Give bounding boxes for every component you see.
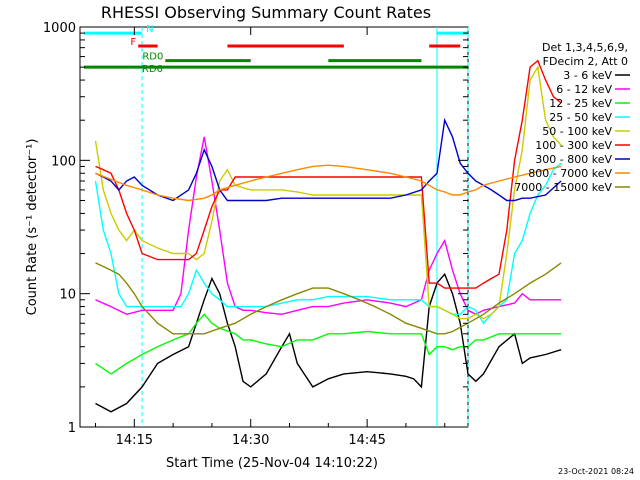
series-line-6 bbox=[95, 117, 562, 202]
overlay-label-n: N bbox=[146, 24, 153, 35]
plot-frame bbox=[79, 26, 469, 428]
overlay-label-rd0: RD0 bbox=[142, 52, 163, 63]
legend-header-line-1: Det 1,3,4,5,6,9, bbox=[542, 41, 628, 54]
series-line-2 bbox=[95, 313, 562, 375]
y-tick-label: 1000 bbox=[43, 21, 76, 36]
legend-entry-label: 25 - 50 keV bbox=[549, 111, 612, 124]
y-tick-label: 1 bbox=[68, 421, 76, 436]
legend-entry-label: 12 - 25 keV bbox=[549, 97, 612, 110]
legend-entry-label: 100 - 300 keV bbox=[535, 139, 612, 152]
overlay-label-rd6: RD6 bbox=[142, 64, 163, 75]
legend-entry-label: 6 - 12 keV bbox=[556, 83, 612, 96]
timestamp: 23-Oct-2021 08:24 bbox=[558, 467, 634, 476]
y-tick-label: 100 bbox=[51, 154, 76, 169]
y-axis-label: Count Rate (s⁻¹ detector⁻¹) bbox=[25, 139, 40, 316]
x-axis-label: Start Time (25-Nov-04 14:10:22) bbox=[166, 456, 378, 471]
vertical-markers bbox=[141, 27, 469, 427]
series-line-1 bbox=[95, 136, 562, 316]
legend-entry-label: 3 - 6 keV bbox=[563, 69, 612, 82]
legend: Det 1,3,4,5,6,9, FDecim 2, Att 0 3 - 6 k… bbox=[514, 41, 630, 194]
y-axis: 1 10 100 1000 bbox=[43, 21, 468, 436]
legend-entry-label: 300 - 800 keV bbox=[535, 153, 612, 166]
x-axis: 14:15 14:30 14:45 bbox=[95, 27, 446, 448]
x-tick-label: 14:45 bbox=[348, 433, 385, 448]
series-line-3 bbox=[94, 162, 562, 325]
series-line-7 bbox=[95, 164, 562, 202]
series-line-8 bbox=[95, 262, 562, 335]
x-tick-label: 14:30 bbox=[232, 433, 269, 448]
chart-title: RHESSI Observing Summary Count Rates bbox=[101, 3, 431, 22]
legend-header-line-2: FDecim 2, Att 0 bbox=[543, 55, 628, 68]
overlay-label-f: F bbox=[130, 37, 136, 48]
legend-entry-label: 7000 - 15000 keV bbox=[514, 181, 612, 194]
legend-entry-label: 800 - 7000 keV bbox=[528, 167, 612, 180]
legend-entry-label: 50 - 100 keV bbox=[542, 125, 612, 138]
series-line-5 bbox=[95, 59, 562, 289]
x-tick-label: 14:15 bbox=[116, 433, 153, 448]
series-group bbox=[94, 59, 562, 413]
series-line-4 bbox=[94, 65, 562, 320]
y-tick-label: 10 bbox=[59, 288, 76, 303]
